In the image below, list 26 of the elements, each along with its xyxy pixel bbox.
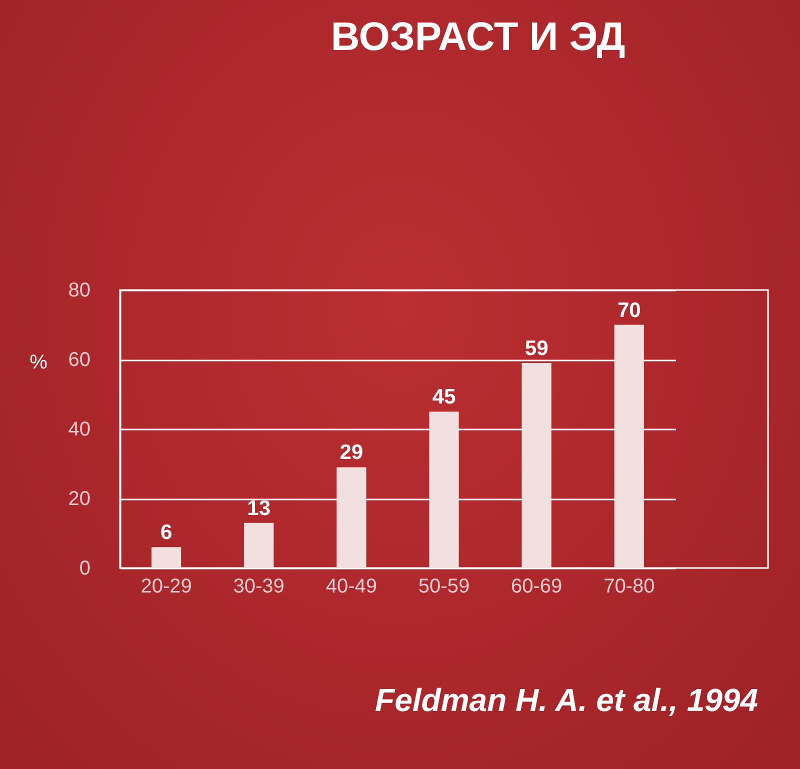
x-tick-label: 30-39: [233, 576, 284, 598]
data-label: 6: [160, 521, 172, 544]
bar: [522, 362, 552, 568]
y-tick-label: 0: [79, 558, 90, 580]
x-tick-label: 40-49: [326, 576, 378, 598]
x-tick-label: 60-69: [510, 576, 562, 598]
bar: [614, 324, 644, 568]
y-tick-label: 80: [68, 280, 90, 302]
x-tick-label: 20-29: [140, 576, 192, 598]
y-axis-title: %: [30, 352, 48, 374]
bar: [244, 522, 274, 568]
bar: [336, 467, 366, 568]
data-label: 70: [617, 298, 641, 322]
data-label: 13: [247, 496, 271, 520]
x-tick-label: 50-59: [418, 576, 470, 598]
y-tick-label: 20: [68, 488, 90, 510]
x-tick-label: 70-80: [604, 576, 655, 598]
text: Feldman H. A. et al., 1994: [375, 682, 758, 719]
data-label: 29: [340, 441, 364, 464]
data-label: 45: [432, 386, 456, 409]
y-tick-label: 60: [68, 349, 90, 371]
bar: [151, 547, 182, 568]
bar: [429, 412, 459, 568]
chart-title: ВОЗРАСТ И ЭД: [330, 15, 626, 59]
data-label: 59: [524, 336, 548, 360]
y-tick-label: 40: [68, 418, 90, 440]
